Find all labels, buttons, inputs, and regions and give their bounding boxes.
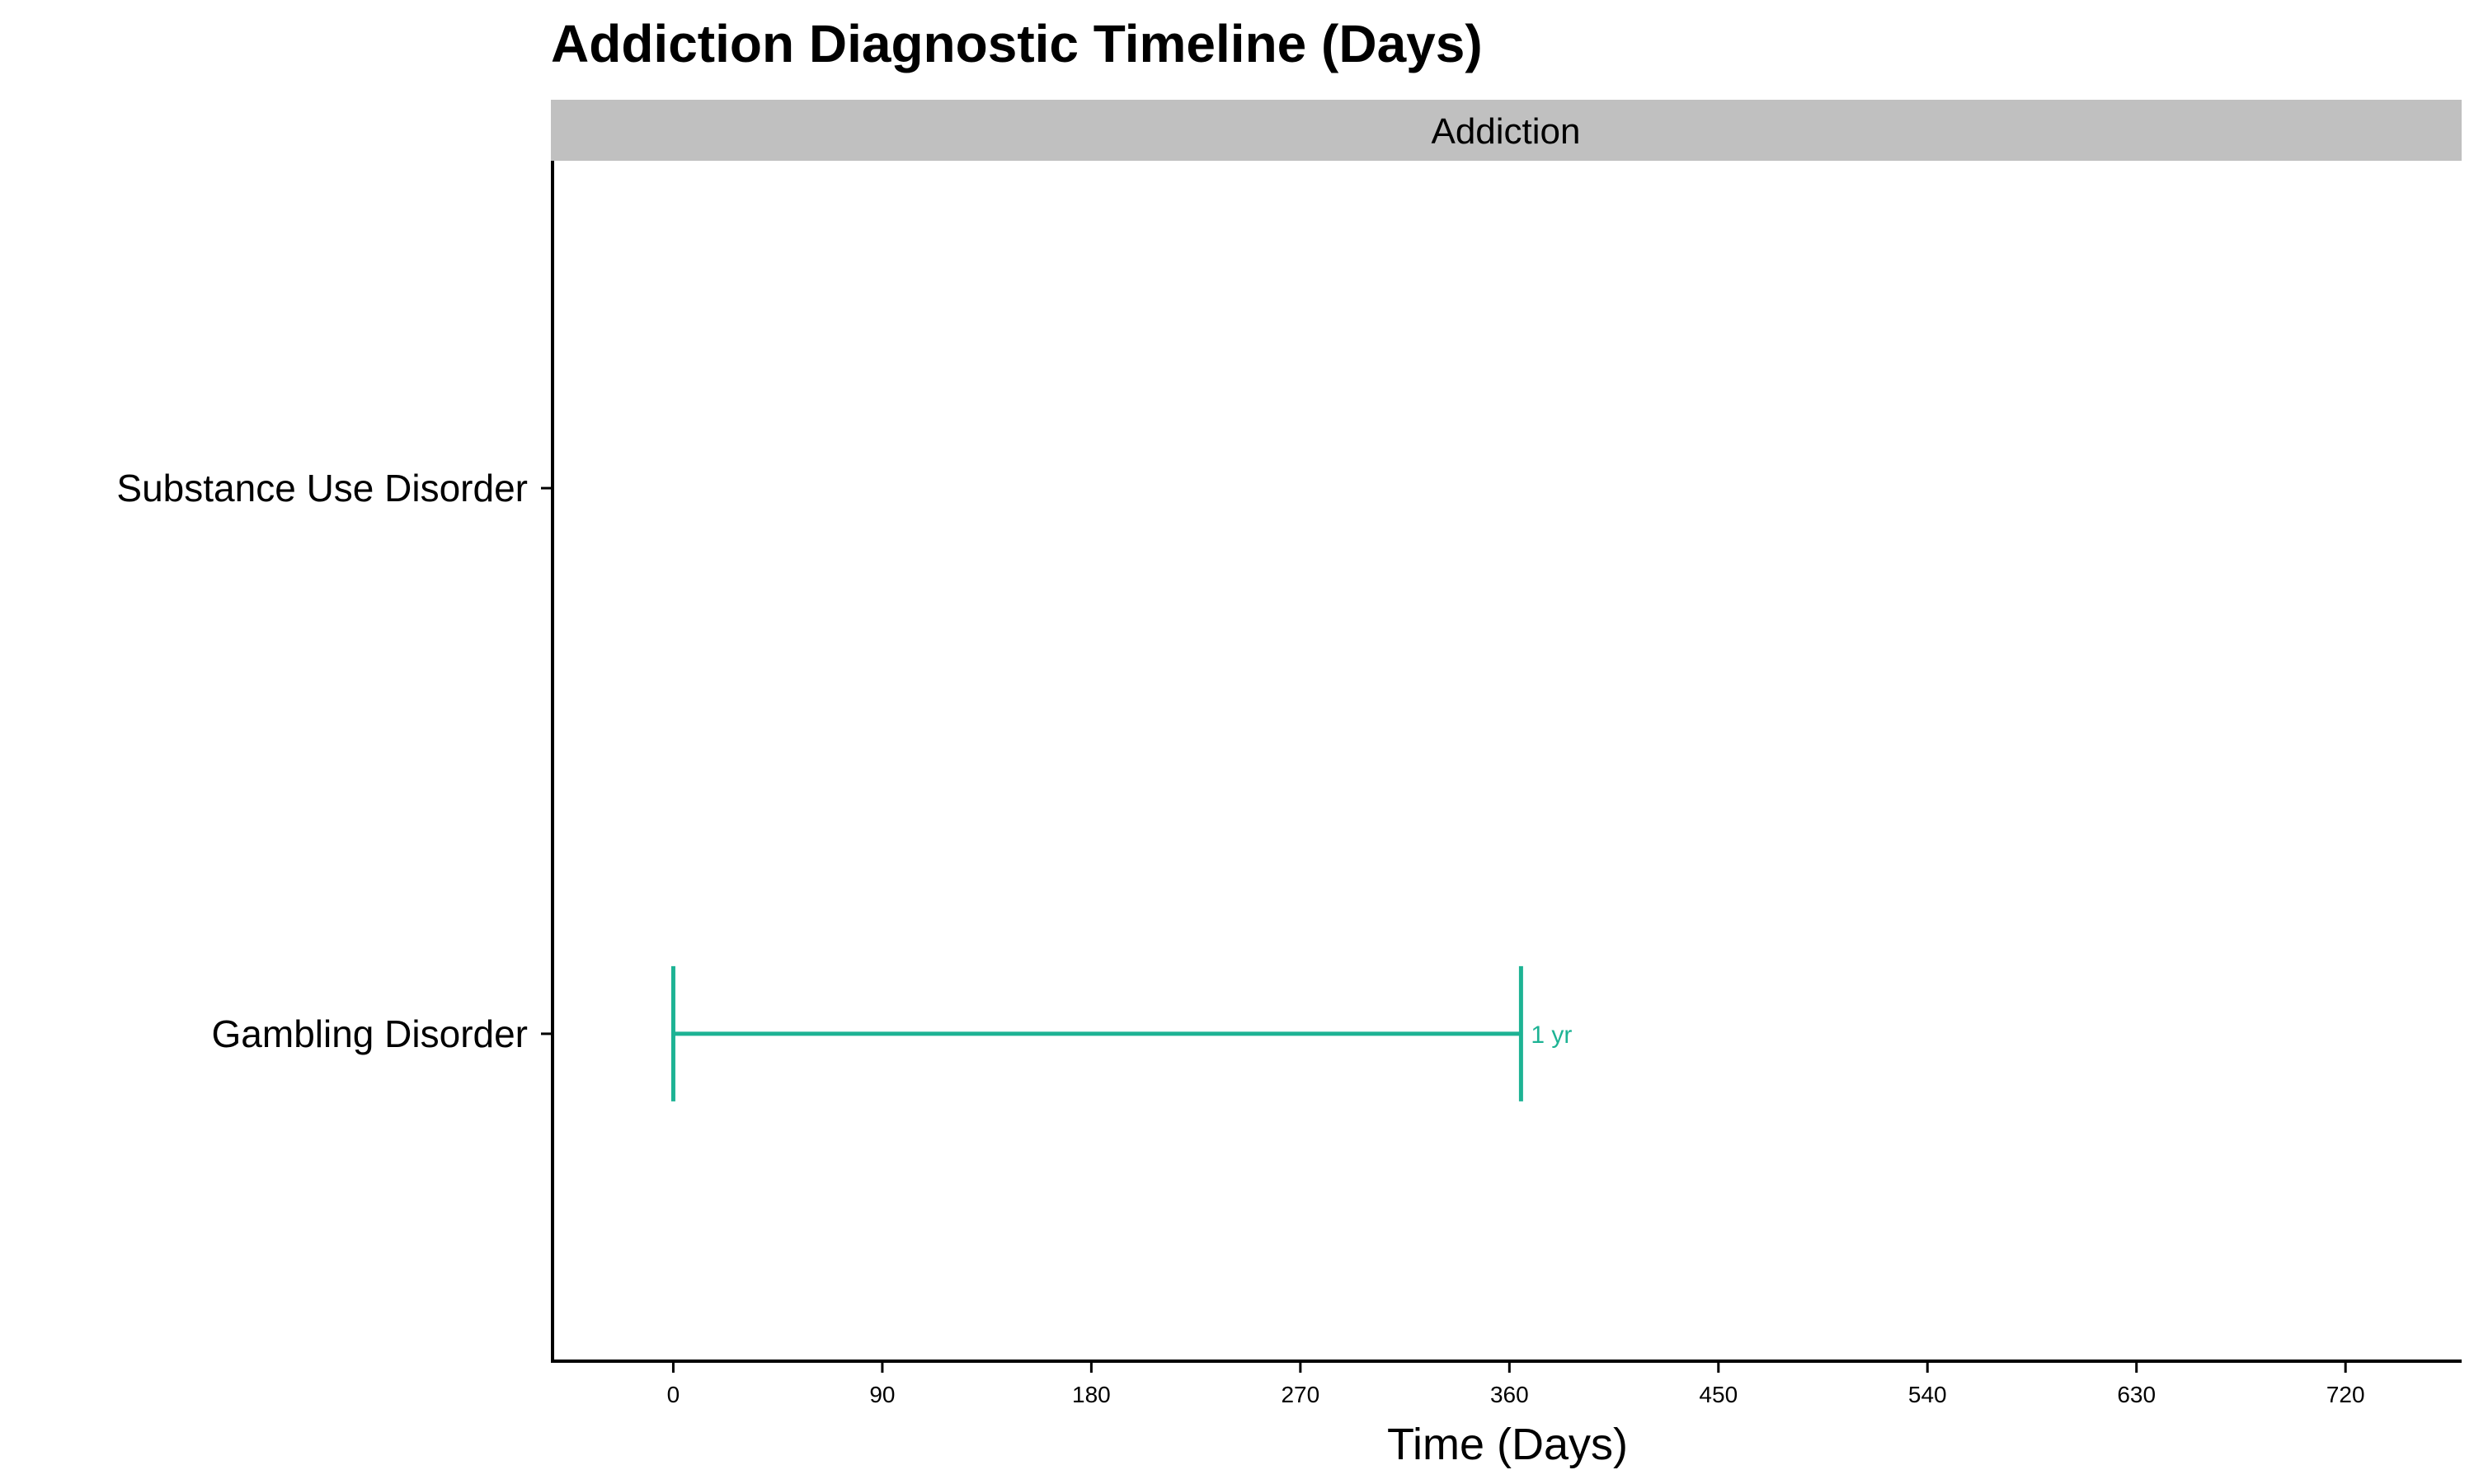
- x-tick-label: 630: [2117, 1382, 2156, 1407]
- x-axis-label: Time (Days): [1387, 1420, 1628, 1469]
- x-tick-label: 270: [1281, 1382, 1319, 1407]
- x-axis-ticks: 0 90 180 270 360 450 540 630 720: [667, 1361, 2365, 1407]
- facet-strip-label: Addiction: [1431, 111, 1580, 152]
- x-tick-label: 360: [1490, 1382, 1529, 1407]
- timeline-bar-label: 1 yr: [1531, 1021, 1572, 1049]
- timeline-bars: 1 yr: [670, 965, 1572, 1101]
- y-axis-ticks: Substance Use Disorder Gambling Disorder: [116, 467, 553, 1055]
- x-tick-label: 450: [1699, 1382, 1738, 1407]
- y-tick-label: Gambling Disorder: [212, 1012, 528, 1055]
- facet-strip: [551, 100, 2462, 161]
- y-tick-label: Substance Use Disorder: [116, 467, 528, 510]
- x-tick-label: 90: [869, 1382, 895, 1407]
- x-tick-label: 540: [1908, 1382, 1947, 1407]
- x-tick-label: 720: [2326, 1382, 2365, 1407]
- chart-title: Addiction Diagnostic Timeline (Days): [551, 14, 1483, 73]
- x-tick-label: 180: [1072, 1382, 1111, 1407]
- x-tick-label: 0: [667, 1382, 680, 1407]
- timeline-bar: 1 yr: [670, 965, 1572, 1101]
